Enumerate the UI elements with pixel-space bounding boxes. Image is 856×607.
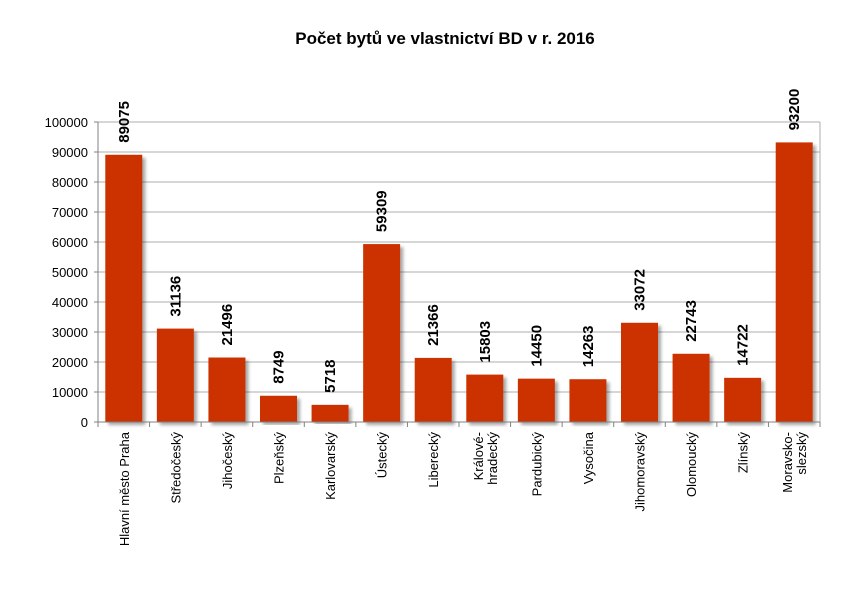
x-tick-label: Moravsko-: [780, 432, 795, 493]
y-tick-label: 50000: [52, 265, 88, 280]
data-label: 14450: [528, 325, 545, 367]
bar: [621, 322, 658, 422]
x-tick-label: Olomoucký: [684, 432, 699, 498]
x-tick-label: Hlavní město Praha: [117, 431, 132, 546]
data-label: 14722: [735, 324, 752, 366]
data-label: 33072: [632, 269, 649, 311]
bar: [311, 404, 349, 422]
data-label: 89075: [116, 101, 133, 143]
bar: [466, 374, 504, 422]
y-tick-label: 20000: [52, 355, 88, 370]
data-label: 5718: [322, 359, 339, 392]
y-axis: 0 10000 20000 30000 40000 50000 60000 70000 8000…: [45, 115, 99, 430]
data-label: 93200: [786, 89, 803, 131]
data-label: 31136: [167, 276, 184, 317]
y-tick-label: 10000: [52, 385, 88, 400]
x-tick-label: Vysočina: [581, 431, 596, 484]
x-axis: Hlavní město Praha Středočeský Jihočeský Pl…: [97, 421, 821, 546]
y-tick-label: 60000: [52, 235, 88, 250]
bar: [414, 357, 452, 422]
bar: [672, 353, 710, 422]
x-tick-label: Králové-: [471, 432, 486, 480]
y-tick-label: 90000: [52, 145, 88, 160]
bar: [569, 379, 607, 422]
y-tick-label: 0: [81, 415, 88, 430]
bar: [208, 357, 246, 422]
bar: [724, 377, 762, 422]
x-tick-label: slezský: [794, 432, 809, 475]
data-label: 22743: [683, 300, 700, 342]
bar: [517, 378, 555, 422]
x-tick-label: Pardubický: [529, 432, 544, 497]
bar: [260, 395, 297, 422]
y-tick-label: 80000: [52, 175, 88, 190]
x-tick-label: Jihočeský: [220, 432, 235, 490]
x-tick-label: Středočeský: [168, 432, 183, 504]
x-tick-label: Zlínský: [736, 432, 751, 474]
bar: [363, 244, 401, 422]
x-tick-label: Plzeňský: [272, 432, 287, 485]
data-label: 21496: [219, 304, 236, 346]
gridlines: [98, 121, 821, 423]
y-tick-label: 70000: [52, 205, 88, 220]
chart-title: Počet bytů ve vlastnictví BD v r. 2016: [295, 29, 595, 48]
data-labels: 89075 31136 21496 8749 5718 59309 21366 15803 14…: [116, 89, 803, 393]
x-tick-label: Jihomoravský: [633, 432, 648, 512]
data-label: 15803: [477, 321, 494, 363]
y-tick-label: 100000: [45, 115, 88, 130]
x-tick-label: Liberecký: [426, 432, 441, 488]
data-label: 8749: [271, 350, 288, 383]
x-tick-label: Ústecký: [375, 432, 390, 479]
bars: [105, 142, 813, 422]
bar: [105, 154, 143, 422]
data-label: 14263: [580, 325, 597, 367]
bar: [775, 142, 813, 422]
y-tick-label: 30000: [52, 325, 88, 340]
y-tick-label: 40000: [52, 295, 88, 310]
x-tick-label: Karlovarský: [323, 432, 338, 500]
bar: [156, 328, 194, 422]
data-label: 21366: [425, 304, 442, 346]
data-label: 59309: [374, 190, 391, 232]
x-tick-label: hradecký: [485, 432, 500, 485]
